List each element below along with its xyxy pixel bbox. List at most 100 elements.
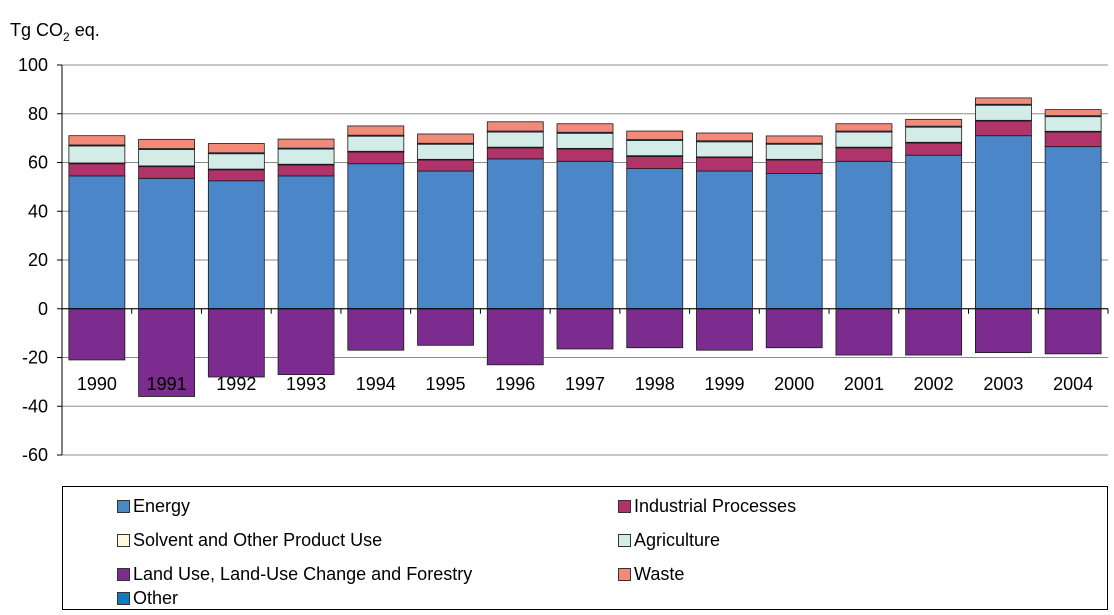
bar-agriculture-1991 xyxy=(138,149,196,167)
bar-industrial-processes-2001 xyxy=(835,147,893,162)
y-tick-label: 0 xyxy=(38,299,48,319)
bar-agriculture-1992 xyxy=(207,153,265,170)
bar-agriculture-1995 xyxy=(417,143,474,160)
bar-waste-1990 xyxy=(68,135,126,146)
bar-industrial-processes-2000 xyxy=(765,159,823,174)
y-tick-label: 80 xyxy=(28,104,48,124)
bar-waste-2001 xyxy=(835,123,893,132)
bar-waste-1999 xyxy=(696,132,753,142)
bar-land-use-land-use-change-and-forestry-2001 xyxy=(835,308,893,356)
y-tick-labels: 100 80 60 40 20 0 -20 -40 -60 xyxy=(18,55,48,465)
bar-waste-1992 xyxy=(207,143,265,154)
bar-waste-2000 xyxy=(765,135,823,144)
x-tick-label: 1994 xyxy=(356,374,396,394)
bar-land-use-land-use-change-and-forestry-1991 xyxy=(138,308,196,397)
x-tick-label: 2000 xyxy=(774,374,814,394)
bar-waste-2004 xyxy=(1044,109,1102,117)
legend-swatch-energy xyxy=(117,500,130,513)
bar-agriculture-2004 xyxy=(1044,116,1102,132)
legend-swatch-lulucf xyxy=(117,568,130,581)
x-tick-label: 1998 xyxy=(635,374,675,394)
bar-agriculture-2002 xyxy=(905,126,963,143)
bar-agriculture-1993 xyxy=(277,148,335,165)
y-tick-label: 40 xyxy=(28,201,48,221)
bar-land-use-land-use-change-and-forestry-1993 xyxy=(277,308,335,375)
legend-item-lulucf: Land Use, Land-Use Change and Forestry xyxy=(117,564,472,584)
bar-agriculture-1994 xyxy=(347,135,405,152)
x-tick-label: 1997 xyxy=(565,374,605,394)
legend-swatch-other xyxy=(117,592,130,605)
bar-agriculture-1999 xyxy=(696,141,753,158)
bar-industrial-processes-1998 xyxy=(626,156,684,169)
bar-agriculture-2003 xyxy=(975,104,1032,121)
x-tick-label: 1993 xyxy=(286,374,326,394)
bar-energy-1995 xyxy=(417,170,474,310)
y-tick-label: -20 xyxy=(22,348,48,368)
bar-land-use-land-use-change-and-forestry-2004 xyxy=(1044,308,1102,355)
bar-energy-2003 xyxy=(975,135,1032,310)
y-tick-label: -60 xyxy=(22,445,48,465)
x-tick-label: 1991 xyxy=(147,374,187,394)
bar-land-use-land-use-change-and-forestry-1997 xyxy=(556,308,614,350)
bar-waste-1995 xyxy=(417,133,474,144)
bar-land-use-land-use-change-and-forestry-2000 xyxy=(765,308,823,349)
bar-land-use-land-use-change-and-forestry-1995 xyxy=(417,308,474,346)
bar-energy-1990 xyxy=(68,175,126,310)
axes xyxy=(57,64,1109,456)
bar-land-use-land-use-change-and-forestry-1998 xyxy=(626,308,684,349)
x-tick-label: 2001 xyxy=(844,374,884,394)
x-tick-label: 1992 xyxy=(216,374,256,394)
bar-waste-1994 xyxy=(347,125,405,136)
bar-energy-1991 xyxy=(138,177,196,310)
bar-energy-1993 xyxy=(277,175,335,310)
x-tick-label: 1990 xyxy=(77,374,117,394)
bar-industrial-processes-1996 xyxy=(486,147,544,160)
bar-waste-1996 xyxy=(486,121,544,132)
legend-item-agriculture: Agriculture xyxy=(618,530,720,550)
bar-agriculture-2001 xyxy=(835,131,893,148)
bar-energy-2002 xyxy=(905,154,963,310)
legend-item-waste: Waste xyxy=(618,564,684,584)
x-tick-label: 1996 xyxy=(495,374,535,394)
bar-energy-1999 xyxy=(696,170,753,310)
bar-land-use-land-use-change-and-forestry-1990 xyxy=(68,308,126,361)
bar-land-use-land-use-change-and-forestry-1994 xyxy=(347,308,405,351)
y-tick-label: 60 xyxy=(28,153,48,173)
bar-waste-2002 xyxy=(905,118,963,127)
legend-swatch-solvent xyxy=(117,534,130,547)
x-tick-label: 1995 xyxy=(426,374,466,394)
legend-item-energy: Energy xyxy=(117,496,190,516)
y-tick-label: -40 xyxy=(22,396,48,416)
bar-industrial-processes-1994 xyxy=(347,151,405,165)
bar-industrial-processes-1992 xyxy=(207,169,265,182)
bar-industrial-processes-2004 xyxy=(1044,131,1102,148)
legend-swatch-industrial-processes xyxy=(618,500,631,513)
y-tick-label: 20 xyxy=(28,250,48,270)
bar-energy-1998 xyxy=(626,168,684,310)
bar-agriculture-1997 xyxy=(556,132,614,149)
bar-land-use-land-use-change-and-forestry-1996 xyxy=(486,308,544,366)
bars xyxy=(68,97,1102,397)
bar-land-use-land-use-change-and-forestry-1999 xyxy=(696,308,753,351)
bar-energy-2001 xyxy=(835,160,893,310)
bar-agriculture-1998 xyxy=(626,140,684,157)
bar-energy-2000 xyxy=(765,173,823,310)
bar-waste-2003 xyxy=(975,97,1032,105)
bar-land-use-land-use-change-and-forestry-2003 xyxy=(975,308,1032,354)
bar-energy-2004 xyxy=(1044,146,1102,310)
legend-item-other: Other xyxy=(117,588,178,608)
bar-land-use-land-use-change-and-forestry-2002 xyxy=(905,308,963,356)
bar-industrial-processes-1993 xyxy=(277,164,335,177)
bar-agriculture-2000 xyxy=(765,143,823,160)
bar-waste-1991 xyxy=(138,138,196,150)
bar-agriculture-1996 xyxy=(486,131,544,148)
x-tick-label: 2002 xyxy=(914,374,954,394)
bar-waste-1998 xyxy=(626,130,684,140)
legend-swatch-waste xyxy=(618,568,631,581)
x-tick-label: 2004 xyxy=(1053,374,1093,394)
bar-waste-1993 xyxy=(277,138,335,149)
bar-energy-1997 xyxy=(556,160,614,310)
bar-industrial-processes-2003 xyxy=(975,120,1032,137)
bar-waste-1997 xyxy=(556,123,614,133)
bar-industrial-processes-1997 xyxy=(556,148,614,162)
